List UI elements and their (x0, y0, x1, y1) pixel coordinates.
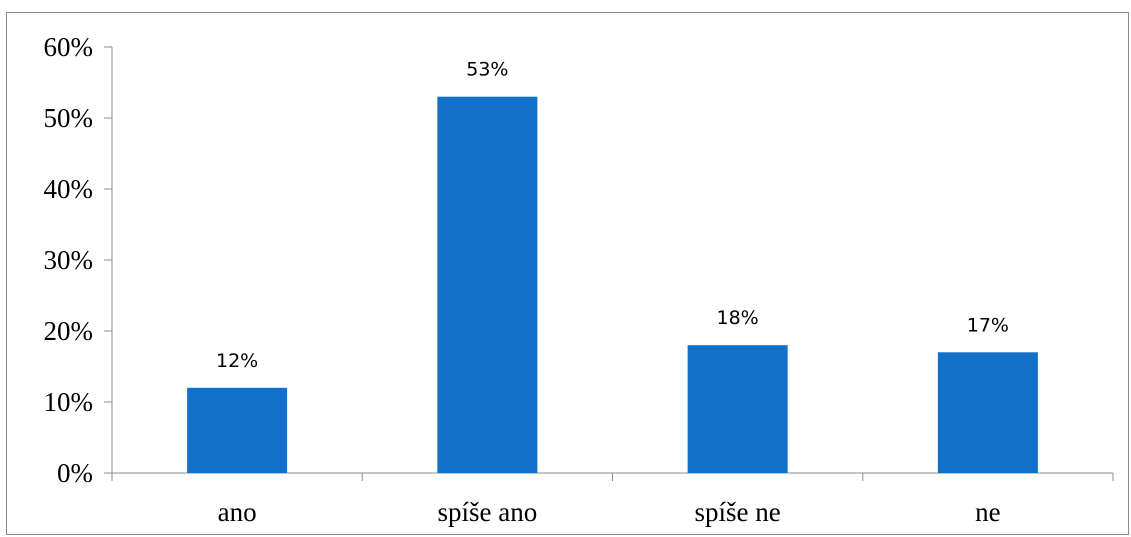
y-tick-label: 50% (44, 103, 94, 133)
x-tick-label: spíše ne (695, 497, 781, 527)
x-tick-label: ano (218, 497, 257, 527)
y-tick-label: 40% (44, 174, 94, 204)
y-tick-label: 20% (44, 316, 94, 346)
x-axis: ano spíše ano spíše ne ne (111, 472, 1114, 527)
data-label: 18% (717, 307, 759, 329)
x-tick-label: spíše ano (438, 497, 538, 527)
bar (937, 352, 1038, 473)
bars (187, 96, 1038, 473)
y-tick-label: 60% (44, 32, 94, 62)
y-axis: 0% 10% 20% 30% 40% 50% 60% (44, 32, 113, 488)
y-tick-label: 30% (44, 245, 94, 275)
y-tick-label: 10% (44, 387, 94, 417)
data-labels: 12% 53% 18% 17% (216, 59, 1009, 372)
bar (687, 345, 788, 473)
x-tick-label: ne (975, 497, 1001, 527)
chart-frame: 0% 10% 20% 30% 40% 50% 60% ano spíše ano spíše n… (6, 12, 1129, 535)
y-tick-label: 0% (57, 458, 93, 488)
bar-chart: 0% 10% 20% 30% 40% 50% 60% ano spíše ano spíše n… (44, 32, 1114, 527)
data-label: 12% (216, 350, 258, 372)
bar (187, 387, 288, 473)
bar (437, 96, 538, 473)
data-label: 53% (466, 59, 508, 81)
data-label: 17% (967, 314, 1009, 336)
